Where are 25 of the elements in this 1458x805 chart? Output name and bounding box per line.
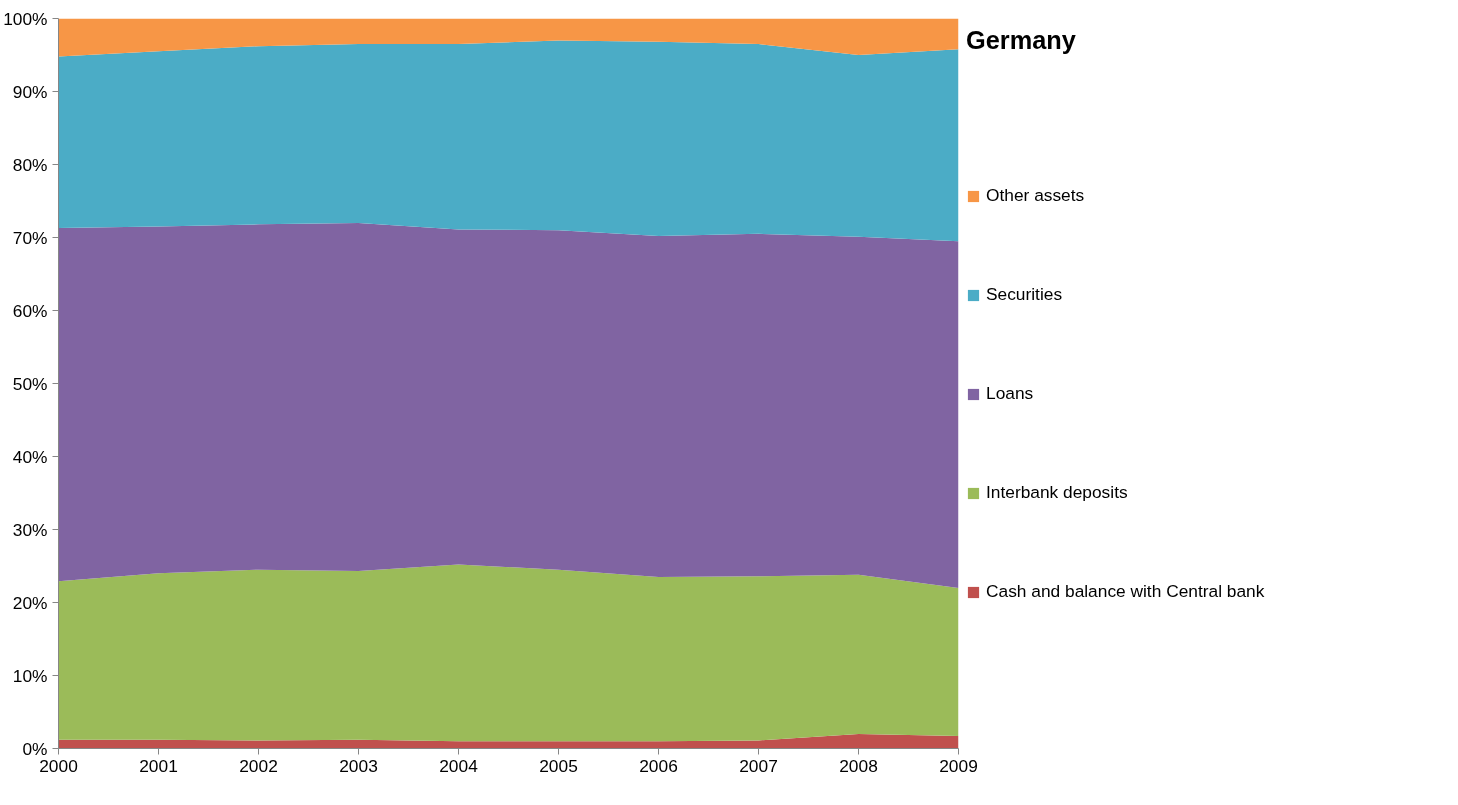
text: Germany — [966, 26, 1077, 55]
y-tick-label: 70% — [12, 227, 48, 248]
y-tick-label: 100% — [3, 8, 48, 29]
y-tick-label: 10% — [12, 665, 48, 686]
y-tick-label: 40% — [12, 446, 48, 467]
y-tick-label: 50% — [12, 373, 48, 394]
x-tick-label: 2008 — [839, 755, 878, 776]
legend-label: Loans — [986, 383, 1034, 404]
x-tick-label: 2002 — [239, 755, 278, 776]
legend-label: Cash and balance with Central bank — [986, 581, 1265, 602]
y-tick-label: 80% — [12, 154, 48, 175]
x-tick-label: 2001 — [139, 755, 178, 776]
legend-label: Interbank deposits — [986, 482, 1128, 503]
y-tick-label: 60% — [12, 300, 48, 321]
y-tick-label: 20% — [12, 592, 48, 613]
x-tick-label: 2005 — [539, 755, 578, 776]
x-tick-label: 2004 — [439, 755, 479, 776]
x-tick-label: 2007 — [739, 755, 778, 776]
x-tick-label: 2003 — [339, 755, 378, 776]
x-tick-label: 2009 — [939, 755, 978, 776]
x-tick-label: 2006 — [639, 755, 678, 776]
y-tick-label: 90% — [12, 81, 48, 102]
y-tick-label: 30% — [12, 519, 48, 540]
legend-label: Other assets — [986, 185, 1085, 206]
legend-label: Securities — [986, 284, 1063, 305]
